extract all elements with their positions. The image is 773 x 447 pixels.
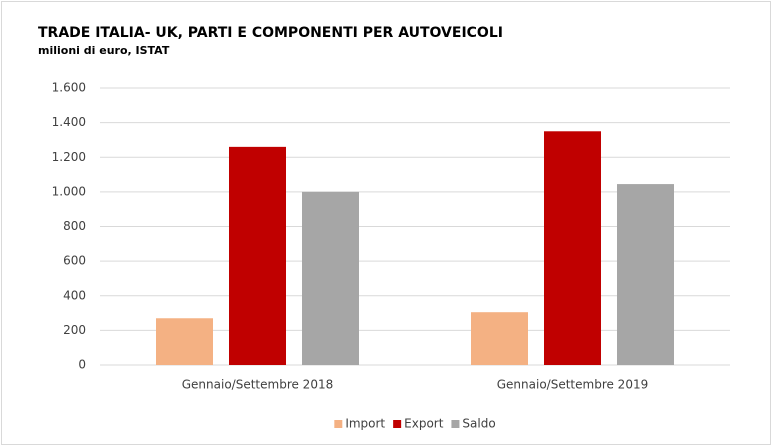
bar [471, 312, 528, 365]
y-tick-label: 800 [63, 219, 86, 233]
y-tick-label: 1.000 [52, 184, 86, 198]
legend-swatch [393, 420, 402, 428]
y-tick-label: 1.200 [52, 150, 86, 164]
y-tick-label: 1.600 [52, 81, 86, 95]
y-tick-label: 400 [63, 288, 86, 302]
bar [229, 146, 286, 365]
bar [156, 318, 213, 365]
y-tick-label: 600 [63, 254, 86, 268]
bar [617, 184, 674, 365]
x-tick-label: Gennaio/Settembre 2019 [497, 378, 648, 392]
legend-label: Export [404, 417, 444, 431]
x-tick-label: Gennaio/Settembre 2018 [182, 378, 333, 392]
legend-swatch [334, 420, 343, 428]
legend-label: Import [345, 417, 385, 431]
legend-swatch [451, 420, 460, 428]
chart-title: TRADE ITALIA- UK, PARTI E COMPONENTI PER… [38, 25, 503, 41]
bar [302, 191, 359, 365]
legend-label: Saldo [462, 417, 495, 431]
bar [544, 131, 601, 365]
chart-subtitle: milioni di euro, ISTAT [38, 44, 170, 57]
y-tick-label: 1.400 [52, 115, 86, 129]
y-tick-label: 200 [63, 323, 86, 337]
y-tick-label: 0 [78, 358, 86, 372]
